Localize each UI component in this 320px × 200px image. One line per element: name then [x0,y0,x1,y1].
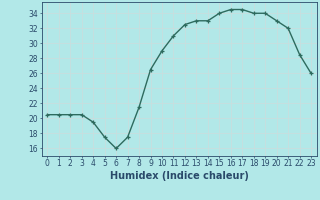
X-axis label: Humidex (Indice chaleur): Humidex (Indice chaleur) [110,171,249,181]
